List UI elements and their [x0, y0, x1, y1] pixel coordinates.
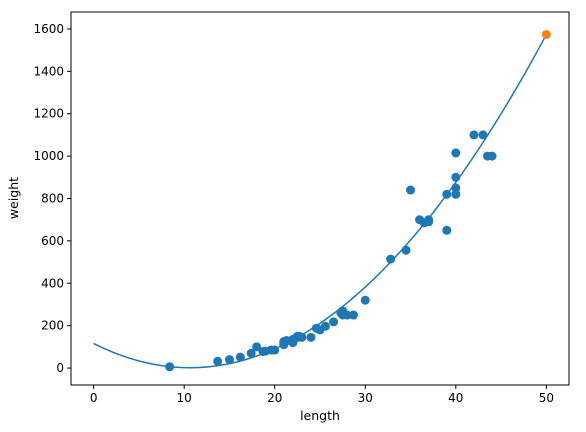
data-point	[235, 352, 245, 362]
x-tick-label: 50	[539, 391, 554, 405]
data-point	[320, 321, 330, 331]
y-tick-label: 400	[41, 276, 64, 290]
data-point	[415, 215, 425, 225]
y-tick-label: 1200	[33, 107, 64, 121]
y-tick-label: 0	[56, 361, 64, 375]
data-point	[487, 151, 497, 161]
data-point	[306, 332, 316, 342]
data-point	[342, 310, 352, 320]
data-point	[360, 295, 370, 305]
data-point	[451, 189, 461, 199]
data-point	[442, 225, 452, 235]
highlighted-point	[541, 29, 551, 39]
data-point	[401, 245, 411, 255]
data-point	[329, 317, 339, 327]
data-point	[469, 130, 479, 140]
data-point	[213, 356, 223, 366]
x-axis-ticks: 0 10 20 30 40 50	[90, 385, 554, 405]
y-tick-label: 600	[41, 234, 64, 248]
x-tick-label: 30	[358, 391, 373, 405]
y-tick-label: 800	[41, 192, 64, 206]
y-tick-label: 1000	[33, 149, 64, 163]
fit-curve	[93, 34, 548, 369]
y-tick-label: 200	[41, 319, 64, 333]
x-axis-label: length	[300, 408, 340, 423]
data-point	[297, 332, 307, 342]
data-point	[451, 148, 461, 158]
data-point	[406, 185, 416, 195]
data-point	[224, 355, 234, 365]
y-axis-ticks: 0 200 400 600 800 1000 1200 1400 1600	[33, 22, 71, 375]
data-point	[424, 217, 434, 227]
x-tick-label: 20	[267, 391, 282, 405]
data-layer	[93, 29, 551, 372]
y-tick-label: 1400	[33, 64, 64, 78]
data-point	[478, 130, 488, 140]
y-tick-label: 1600	[33, 22, 64, 36]
x-tick-label: 0	[90, 391, 98, 405]
plot-frame	[70, 11, 570, 386]
data-point	[252, 342, 262, 352]
data-point	[349, 310, 358, 320]
y-axis-label: weight	[6, 177, 21, 219]
x-tick-label: 40	[448, 391, 463, 405]
data-point	[386, 254, 396, 264]
x-tick-label: 10	[177, 391, 192, 405]
data-point	[246, 348, 256, 358]
